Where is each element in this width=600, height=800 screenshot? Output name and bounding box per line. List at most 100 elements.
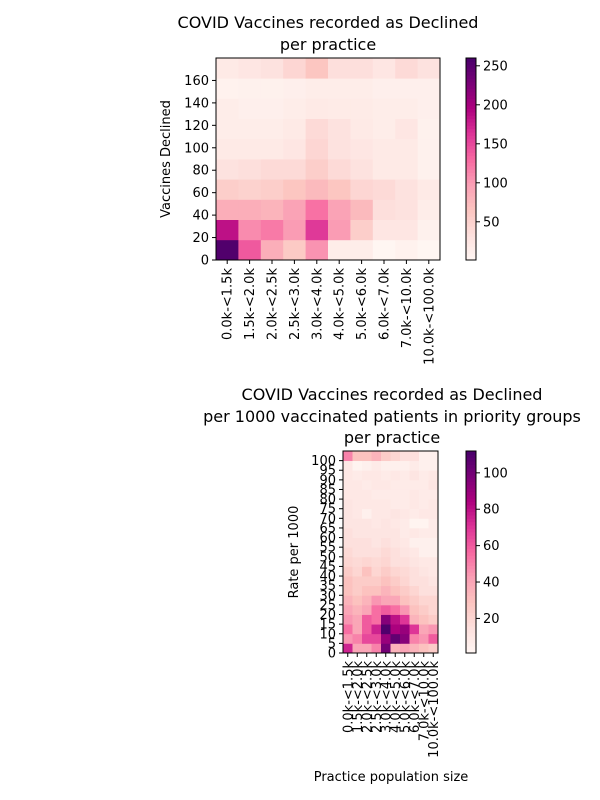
heatmap-cell (216, 219, 239, 241)
heatmap-cell (216, 118, 239, 140)
heatmap-cell (350, 118, 374, 140)
colorbar-segment (466, 457, 476, 462)
colorbar-segment (466, 508, 476, 513)
heatmap-cell (400, 576, 410, 587)
heatmap-cell (409, 547, 420, 558)
colorbar-segment (466, 175, 476, 180)
heatmap-cell (238, 179, 262, 200)
heatmap-cell (390, 595, 401, 606)
heatmap-cell (328, 199, 351, 220)
heatmap-cell (352, 499, 363, 510)
heatmap-cell (381, 604, 391, 615)
heatmap-cell (283, 138, 306, 160)
heatmap-cell (362, 585, 372, 596)
colorbar-segment (466, 562, 476, 566)
heatmap-cell (395, 78, 418, 99)
y-tick-label: 55 (319, 541, 336, 556)
heatmap-cell (343, 508, 353, 519)
y-tick-label: 60 (192, 186, 209, 201)
heatmap-cell (343, 604, 353, 615)
heatmap-cell (428, 614, 439, 625)
heatmap-cell (428, 470, 439, 481)
colorbar-segment (466, 538, 476, 543)
heatmap-cell (381, 624, 391, 635)
y-tick-label: 80 (192, 164, 209, 179)
heatmap-cell (371, 479, 382, 490)
heatmap-cell (372, 199, 396, 220)
heatmap-cell (260, 118, 284, 140)
heatmap-cell (362, 451, 372, 462)
colorbar-segment (466, 148, 476, 153)
heatmap-cell (428, 460, 439, 471)
heatmap-cell (283, 58, 306, 79)
colorbar-segment (466, 243, 476, 248)
heatmap-cell (400, 537, 410, 548)
y-tick-label: 75 (319, 502, 336, 517)
heatmap-cell (428, 499, 439, 510)
colorbar-segment (466, 558, 476, 563)
x-tick-label: 0.0k-<1.5k (341, 661, 356, 733)
colorbar-segment (466, 105, 476, 109)
heatmap-cell (350, 239, 374, 261)
heatmap-cell (419, 537, 429, 548)
colorbar-frame (465, 57, 477, 261)
colorbar-segment (466, 132, 476, 136)
colorbar-segment (466, 535, 476, 540)
y-tick-label: 10 (319, 627, 336, 642)
heatmap-cell (362, 508, 372, 519)
heatmap-cell (390, 633, 401, 644)
y-axis-label: Vaccines Declined (159, 100, 174, 218)
heatmap-cell (390, 604, 401, 615)
heatmap-cell (390, 508, 401, 519)
heatmap-cell (390, 585, 401, 596)
colorbar-segment (466, 58, 476, 62)
heatmap-cell (362, 479, 372, 490)
heatmap-cell (352, 624, 363, 635)
heatmap-cell (381, 556, 391, 567)
colorbar-segment (466, 609, 476, 614)
heatmap-cell (216, 179, 239, 200)
heatmap-chart-2: COVID Vaccines recorded as Declined per 1… (203, 385, 581, 785)
colorbar-segment (466, 511, 476, 516)
colorbar-segment (466, 461, 476, 465)
heatmap-cell (428, 518, 439, 529)
heatmap-cell (381, 508, 391, 519)
heatmap-cell (428, 566, 439, 577)
heatmap-cell (238, 98, 262, 119)
heatmap-cell (419, 508, 429, 519)
colorbar-segment (466, 552, 476, 556)
heatmap-cell (371, 527, 382, 538)
heatmap-cell (372, 219, 396, 241)
heatmap-cell (328, 98, 351, 119)
heatmap-cell (400, 518, 410, 529)
heatmap-cell (362, 604, 372, 615)
colorbar-segment (466, 632, 476, 637)
colorbar-segment (466, 91, 476, 96)
heatmap-cell (350, 219, 374, 241)
heatmap-cell (362, 470, 372, 481)
heatmap-cell (428, 489, 439, 500)
colorbar-segment (466, 118, 476, 123)
colorbar-segment (466, 68, 476, 72)
heatmap-cell (419, 556, 429, 567)
colorbar-segment (466, 209, 476, 214)
colorbar: 50 100 150 200 250 (465, 57, 508, 261)
heatmap-cell (409, 460, 420, 471)
colorbar-segment (466, 61, 476, 66)
y-axis-label: Rate per 1000 (287, 506, 302, 599)
x-tick-label: 2.0k-<2.5k (266, 268, 281, 340)
heatmap-cell (371, 585, 382, 596)
heatmap-cell (400, 604, 410, 615)
heatmap-cell (400, 451, 410, 462)
heatmap-cell (390, 470, 401, 481)
heatmap-cell (381, 614, 391, 625)
colorbar-segment (466, 548, 476, 553)
heatmap-cell (352, 489, 363, 500)
heatmap-cell (305, 199, 329, 220)
colorbar-segment (466, 64, 476, 69)
heatmap-cell (400, 624, 410, 635)
heatmap-cell (417, 199, 441, 220)
colorbar-tick-label: 100 (483, 466, 508, 481)
colorbar: 20 40 60 80 100 (465, 450, 508, 654)
